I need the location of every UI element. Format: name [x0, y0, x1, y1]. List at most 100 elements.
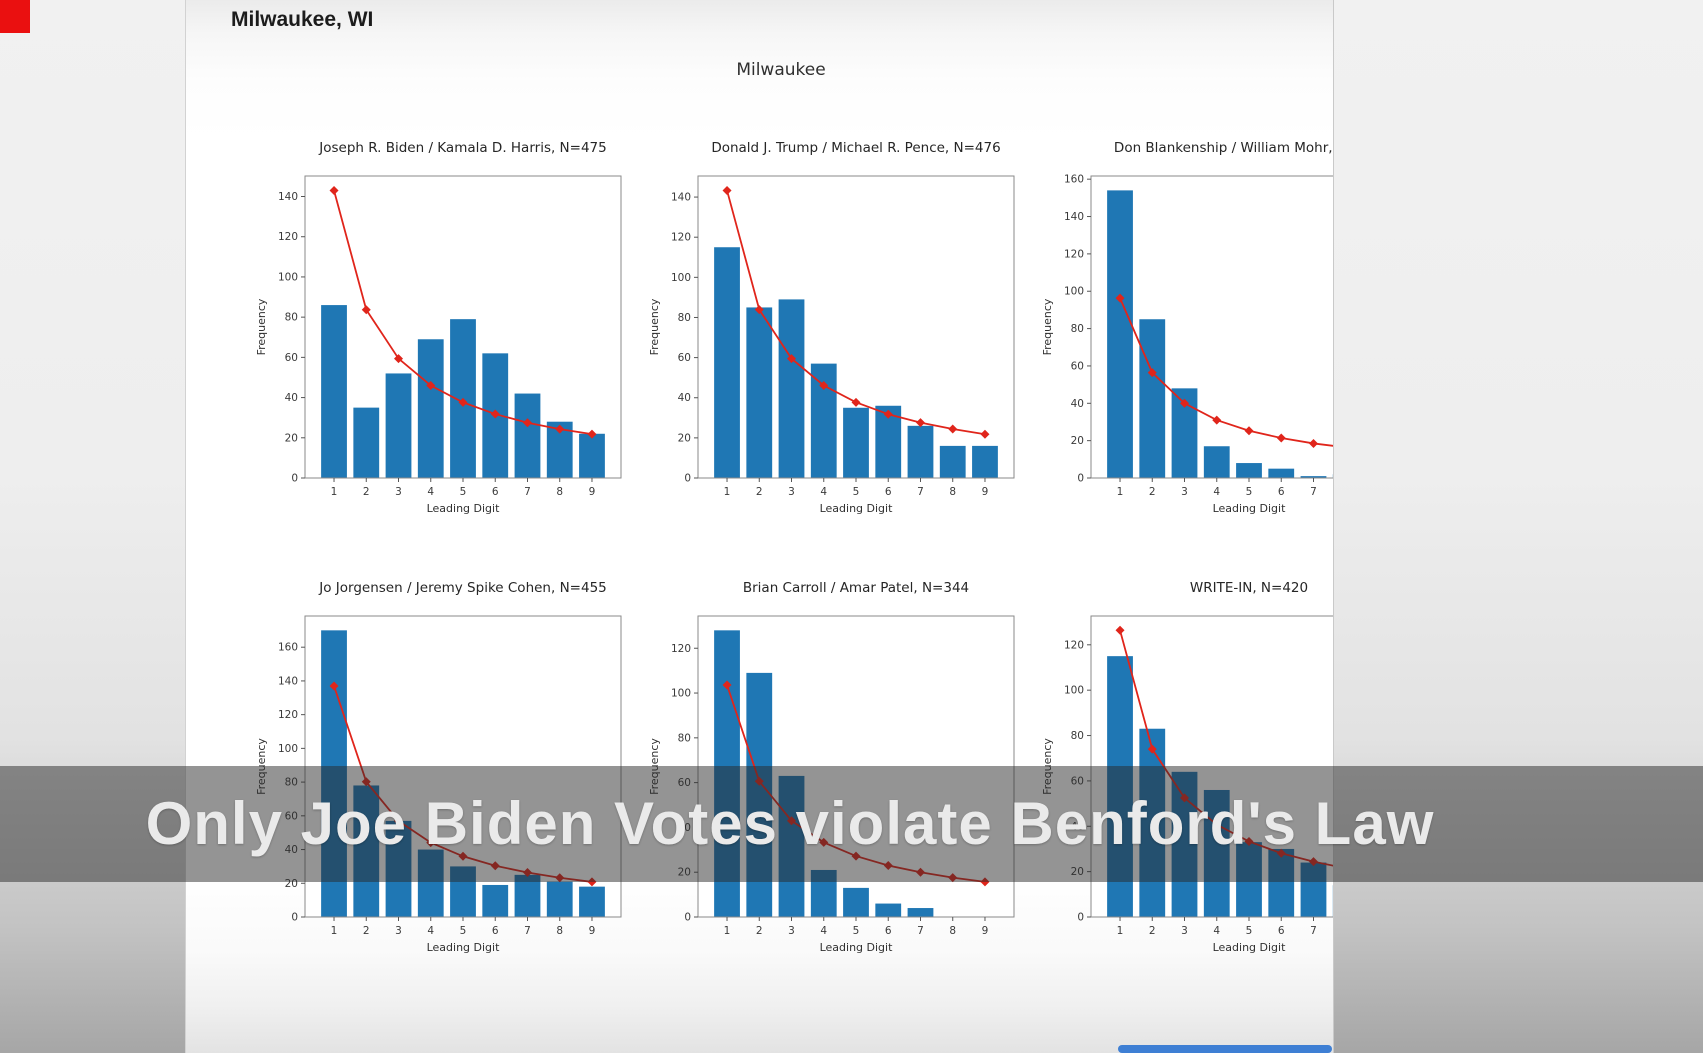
subplot-title-biden: Joseph R. Biden / Kamala D. Harris, N=47…: [319, 140, 607, 156]
svg-text:2: 2: [756, 486, 763, 498]
svg-text:3: 3: [788, 486, 795, 498]
y-axis-ticks: 0 20 40 60 80 100 120 140 160: [1064, 174, 1091, 485]
svg-text:0: 0: [684, 912, 691, 924]
observed-frequency-bars: [714, 247, 998, 478]
svg-text:160: 160: [278, 642, 298, 654]
svg-text:4: 4: [820, 925, 827, 937]
svg-text:5: 5: [853, 486, 860, 498]
svg-text:5: 5: [460, 925, 467, 937]
svg-text:2: 2: [1149, 486, 1156, 498]
svg-text:1: 1: [331, 486, 338, 498]
svg-text:0: 0: [1077, 912, 1084, 924]
y-axis-ticks: 0 20 40 60 80 100 120 140: [671, 192, 698, 485]
svg-text:40: 40: [285, 392, 298, 404]
svg-text:1: 1: [1117, 925, 1124, 937]
svg-text:60: 60: [285, 352, 298, 364]
subplot-title-jorgensen: Jo Jorgensen / Jeremy Spike Cohen, N=455: [319, 580, 607, 596]
svg-text:120: 120: [1064, 248, 1084, 260]
x-axis-label: Leading Digit: [1213, 941, 1286, 954]
svg-text:120: 120: [1064, 639, 1084, 651]
svg-text:7: 7: [917, 925, 924, 937]
svg-text:100: 100: [1064, 286, 1084, 298]
y-axis-label: Frequency: [255, 298, 268, 355]
observed-frequency-bars: [1107, 190, 1333, 478]
caption-band: Only Joe Biden Votes violate Benford's L…: [0, 766, 1703, 882]
document-panel: Milwaukee, WI Milwaukee Joseph R. Biden …: [185, 0, 1334, 1053]
svg-text:1: 1: [1117, 486, 1124, 498]
svg-text:1: 1: [724, 486, 731, 498]
svg-text:8: 8: [949, 925, 956, 937]
subplot-title-carroll: Brian Carroll / Amar Patel, N=344: [742, 580, 970, 596]
x-axis-label: Leading Digit: [427, 502, 500, 515]
svg-text:5: 5: [460, 486, 467, 498]
svg-text:80: 80: [678, 732, 691, 744]
horizontal-scrollbar-thumb[interactable]: [1118, 1045, 1332, 1053]
x-axis-label: Leading Digit: [427, 941, 500, 954]
svg-text:40: 40: [1071, 398, 1084, 410]
svg-text:0: 0: [291, 912, 298, 924]
svg-text:140: 140: [671, 192, 691, 204]
svg-text:0: 0: [291, 473, 298, 485]
svg-text:9: 9: [589, 925, 596, 937]
svg-text:120: 120: [671, 232, 691, 244]
svg-text:40: 40: [678, 392, 691, 404]
svg-text:3: 3: [1181, 925, 1188, 937]
svg-text:80: 80: [1071, 730, 1084, 742]
location-heading: Milwaukee, WI: [231, 8, 374, 31]
svg-text:0: 0: [1077, 473, 1084, 485]
svg-text:20: 20: [285, 432, 298, 444]
svg-text:7: 7: [1310, 486, 1317, 498]
subplot-canvas-biden: 0 20 40 60 80 100 120 140 1 2 3 4 5 6 7 8 9 Leading Digit…: [255, 175, 622, 515]
svg-text:140: 140: [278, 675, 298, 687]
svg-text:5: 5: [1246, 486, 1253, 498]
svg-text:7: 7: [1310, 925, 1317, 937]
svg-text:80: 80: [678, 312, 691, 324]
svg-text:3: 3: [1181, 486, 1188, 498]
svg-text:4: 4: [1213, 925, 1220, 937]
svg-text:100: 100: [1064, 685, 1084, 697]
svg-text:3: 3: [395, 486, 402, 498]
subplot-title-writein: WRITE-IN, N=420: [1189, 580, 1309, 596]
x-axis-label: Leading Digit: [1213, 502, 1286, 515]
subplot-canvas-trump: 0 20 40 60 80 100 120 140 1 2 3 4 5 6 7 8 9 Leading Digit…: [648, 175, 1015, 515]
svg-text:1: 1: [724, 925, 731, 937]
benford-expected-markers: [722, 185, 990, 439]
svg-text:7: 7: [917, 486, 924, 498]
svg-text:100: 100: [671, 688, 691, 700]
subplot-title-trump: Donald J. Trump / Michael R. Pence, N=47…: [711, 140, 1001, 156]
svg-text:8: 8: [556, 486, 563, 498]
svg-text:6: 6: [492, 486, 499, 498]
svg-text:4: 4: [427, 486, 434, 498]
svg-text:100: 100: [278, 271, 298, 283]
svg-text:6: 6: [885, 925, 892, 937]
svg-text:7: 7: [524, 925, 531, 937]
svg-text:9: 9: [589, 486, 596, 498]
svg-text:6: 6: [1278, 486, 1285, 498]
y-axis-label: Frequency: [1041, 298, 1054, 355]
svg-text:80: 80: [285, 312, 298, 324]
y-axis-ticks: 0 20 40 60 80 100 120 140: [278, 191, 305, 485]
svg-text:4: 4: [820, 486, 827, 498]
observed-frequency-bars: [321, 305, 605, 478]
svg-text:9: 9: [982, 486, 989, 498]
benford-expected-markers: [329, 185, 597, 439]
benford-expected-markers: [1115, 293, 1318, 448]
svg-text:4: 4: [1213, 486, 1220, 498]
svg-text:8: 8: [949, 486, 956, 498]
svg-text:0: 0: [684, 473, 691, 485]
svg-text:140: 140: [1064, 211, 1084, 223]
observed-frequency-bars: [321, 630, 605, 917]
svg-text:2: 2: [363, 486, 370, 498]
svg-text:20: 20: [1071, 435, 1084, 447]
x-axis-label: Leading Digit: [820, 502, 893, 515]
svg-text:8: 8: [556, 925, 563, 937]
svg-text:120: 120: [671, 643, 691, 655]
svg-text:3: 3: [788, 925, 795, 937]
